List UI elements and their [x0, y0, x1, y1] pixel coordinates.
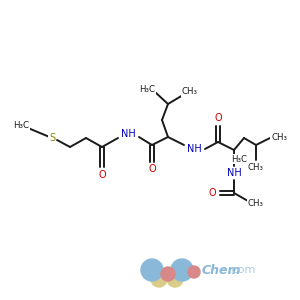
Text: .com: .com: [229, 265, 256, 275]
Text: CH₃: CH₃: [248, 163, 264, 172]
Text: H₃C: H₃C: [231, 154, 247, 164]
Circle shape: [161, 267, 175, 281]
Text: CH₃: CH₃: [271, 134, 287, 142]
Text: O: O: [208, 188, 216, 198]
Circle shape: [151, 271, 167, 287]
Circle shape: [167, 271, 183, 287]
Text: H₃C: H₃C: [13, 122, 29, 130]
Circle shape: [171, 259, 193, 281]
Text: CH₃: CH₃: [248, 200, 264, 208]
Text: NH: NH: [187, 144, 201, 154]
Text: CH₃: CH₃: [182, 88, 198, 97]
Text: NH: NH: [121, 129, 135, 139]
Text: Chem: Chem: [202, 263, 242, 277]
Text: NH: NH: [226, 168, 242, 178]
Circle shape: [141, 259, 163, 281]
Text: O: O: [148, 164, 156, 174]
Circle shape: [188, 266, 200, 278]
Text: O: O: [214, 113, 222, 123]
Text: S: S: [49, 133, 55, 143]
Text: O: O: [98, 170, 106, 180]
Text: H₃C: H₃C: [139, 85, 155, 94]
